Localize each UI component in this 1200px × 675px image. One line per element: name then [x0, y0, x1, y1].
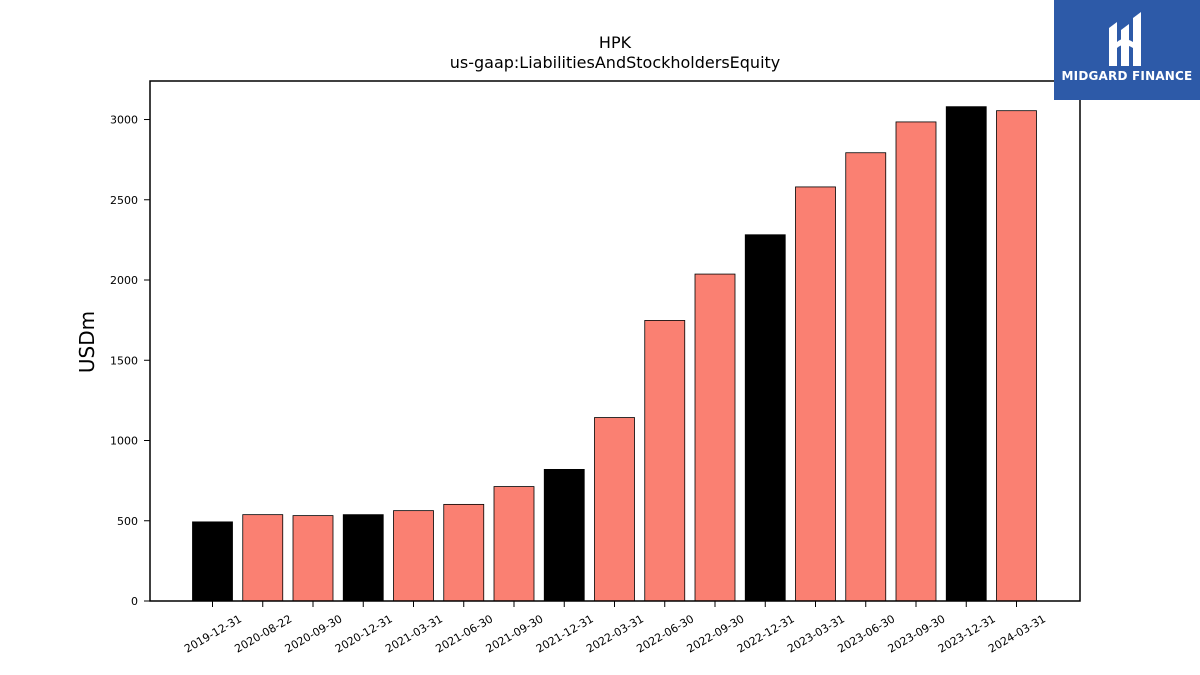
y-tick-label: 500: [117, 515, 138, 528]
y-tick-label: 2500: [110, 194, 138, 207]
bar-2022-09-30: [694, 273, 736, 602]
y-axis-label: USDm: [75, 311, 99, 373]
chart-title: HPK: [599, 33, 632, 52]
bar-2022-03-31: [594, 417, 635, 602]
y-axis-ticks: 0 500 1000 1500 2000 2500 3000: [110, 114, 150, 608]
bar-2020-09-30: [292, 515, 334, 602]
y-tick-label: 1000: [110, 435, 138, 448]
bar-2023-09-30: [895, 121, 937, 602]
bars-group: [192, 106, 1037, 602]
x-axis-ticks: 2019-12-312020-08-222020-09-302020-12-31…: [182, 601, 1048, 656]
bar-2022-06-30: [644, 320, 686, 602]
x-tick-label: 2024-03-31: [986, 612, 1048, 655]
logo-text: MIDGARD FINANCE: [1061, 69, 1193, 83]
bar-2021-03-31: [393, 510, 434, 602]
bar-2022-12-31: [744, 234, 786, 602]
bar-2021-09-30: [493, 486, 535, 602]
plot-frame: [149, 80, 1081, 602]
bar-2023-06-30: [845, 152, 887, 602]
y-tick-label: 1500: [110, 354, 138, 367]
bar-2021-06-30: [443, 503, 485, 602]
logo-mark-icon: [1109, 12, 1141, 66]
y-tick-label: 0: [131, 595, 138, 608]
y-tick-label: 2000: [110, 274, 138, 287]
bar-2023-12-31: [945, 106, 987, 602]
bar-2020-12-31: [342, 514, 384, 602]
bar-2020-08-22: [242, 514, 284, 602]
bar-2024-03-31: [996, 110, 1037, 602]
y-tick-label: 3000: [110, 114, 138, 127]
bar-2023-03-31: [795, 186, 836, 602]
bar-2019-12-31: [192, 521, 233, 602]
bar-2021-12-31: [543, 468, 585, 602]
chart-subtitle: us-gaap:LiabilitiesAndStockholdersEquity: [450, 53, 781, 72]
midgard-finance-logo: MIDGARD FINANCE: [1054, 0, 1200, 100]
